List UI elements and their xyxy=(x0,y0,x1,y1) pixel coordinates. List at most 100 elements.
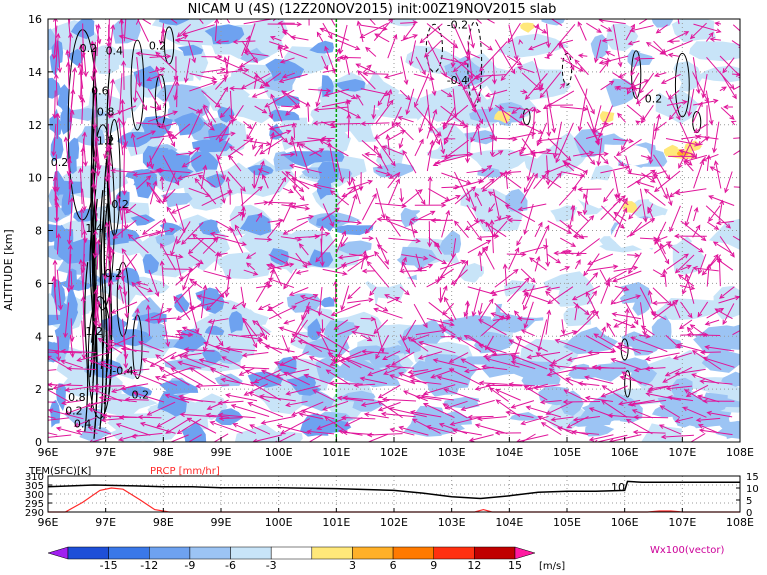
wind-vector-head xyxy=(442,403,448,408)
wind-vector xyxy=(147,88,162,111)
wind-vector-head xyxy=(388,174,395,179)
wind-vector-head xyxy=(377,153,383,159)
wind-vector xyxy=(520,268,536,283)
wind-vector-head xyxy=(464,225,471,231)
contour-label: 0.2 xyxy=(149,39,167,52)
wind-vector-shaft xyxy=(155,66,163,89)
contour-label: -0.2 xyxy=(447,18,468,31)
wind-vector-head xyxy=(260,420,267,425)
wind-vector-shaft xyxy=(210,232,229,238)
wind-vector xyxy=(171,123,191,140)
shading-blob xyxy=(590,276,625,309)
wind-vector-shaft xyxy=(320,238,324,266)
wind-vector-head xyxy=(524,277,530,283)
wind-vector-shaft xyxy=(559,219,584,239)
wind-vector-head xyxy=(240,205,246,212)
wind-vector-shaft xyxy=(384,294,403,303)
wind-vector-shaft xyxy=(419,341,456,354)
wind-vector-head xyxy=(95,300,101,306)
wind-vector xyxy=(472,88,483,109)
wind-vector-shaft xyxy=(321,100,351,108)
wind-vector xyxy=(401,189,423,207)
wind-vector-head xyxy=(318,148,325,153)
wind-vector-shaft xyxy=(546,107,550,136)
wind-vector-shaft xyxy=(387,34,397,59)
wind-vector-shaft xyxy=(399,89,411,100)
wind-vector xyxy=(494,430,522,436)
wind-vector-head xyxy=(55,112,61,119)
x-tick-label: 104E xyxy=(495,446,523,459)
wind-vector xyxy=(463,366,494,374)
wind-vector-shaft xyxy=(125,203,137,214)
wind-vector xyxy=(375,170,392,177)
wind-vector-shaft xyxy=(291,401,324,416)
wind-vector-head xyxy=(55,32,61,39)
wind-vector-head xyxy=(530,151,536,157)
wind-vector-head xyxy=(280,429,286,435)
wind-vector xyxy=(176,418,202,435)
wind-vector-shaft xyxy=(178,354,217,370)
wind-vector-head xyxy=(476,96,481,103)
wind-vector xyxy=(377,90,388,107)
wind-vector-shaft xyxy=(246,262,255,271)
wind-vector xyxy=(334,219,363,226)
wind-vector xyxy=(436,375,468,385)
wind-vector-shaft xyxy=(249,424,271,435)
wind-vector xyxy=(377,384,401,399)
wind-vector xyxy=(390,351,415,366)
wind-vector-head xyxy=(460,259,467,265)
wind-vector-shaft xyxy=(341,417,376,420)
shading-blob xyxy=(57,84,69,114)
wind-vector-head xyxy=(405,348,410,354)
wind-vector-head xyxy=(288,291,295,296)
wind-vector xyxy=(60,348,97,354)
wind-vector xyxy=(54,187,60,223)
wind-vector xyxy=(391,106,402,127)
wind-vector-head xyxy=(135,280,142,286)
wind-vector-shaft xyxy=(111,301,138,314)
wind-vector-shaft xyxy=(135,308,139,321)
contour-label: 1.2 xyxy=(85,325,103,338)
wind-vector-head xyxy=(354,45,361,51)
wind-vector xyxy=(267,277,295,289)
wind-vector xyxy=(291,177,322,190)
wind-vector-shaft xyxy=(162,29,165,42)
wind-vector-head xyxy=(60,348,66,354)
wind-vector-head xyxy=(384,294,390,299)
wind-vector xyxy=(146,181,164,205)
wind-vector-shaft xyxy=(538,137,562,142)
wind-vector-head xyxy=(217,412,224,418)
wind-vector-shaft xyxy=(373,319,389,334)
wind-vector-head xyxy=(90,167,96,174)
wind-vector-shaft xyxy=(507,22,521,43)
wind-vector-shaft xyxy=(375,188,385,219)
wind-vector-head xyxy=(95,23,101,29)
wind-vector xyxy=(560,319,566,335)
wind-vector-shaft xyxy=(268,201,296,204)
wind-vector-head xyxy=(465,51,472,56)
wind-vector xyxy=(465,51,481,59)
wind-vector xyxy=(187,434,202,442)
wind-vector-head xyxy=(459,120,466,126)
shading-blob xyxy=(200,290,225,314)
wind-vector-shaft xyxy=(328,352,351,368)
wind-vector-shaft xyxy=(296,215,314,221)
wind-vector-shaft xyxy=(480,219,507,238)
wind-vector xyxy=(454,186,477,205)
wind-vector-shaft xyxy=(546,23,550,48)
wind-vector-head xyxy=(281,73,288,79)
wind-vector xyxy=(465,123,470,164)
wind-vector-shaft xyxy=(155,51,178,73)
wind-vector xyxy=(48,401,56,403)
wind-vector-shaft xyxy=(357,21,364,43)
wind-vector-head xyxy=(537,415,543,421)
wind-vector-shaft xyxy=(82,297,85,337)
wind-vector-head xyxy=(281,176,287,183)
contour-label: 0.8 xyxy=(68,391,86,404)
wind-vector-shaft xyxy=(538,319,548,351)
wind-vector-shaft xyxy=(347,298,373,304)
wind-vector-shaft xyxy=(426,279,440,288)
wind-vector-shaft xyxy=(266,264,282,270)
wind-vector-shaft xyxy=(479,344,507,354)
wind-vector-shaft xyxy=(113,219,137,239)
